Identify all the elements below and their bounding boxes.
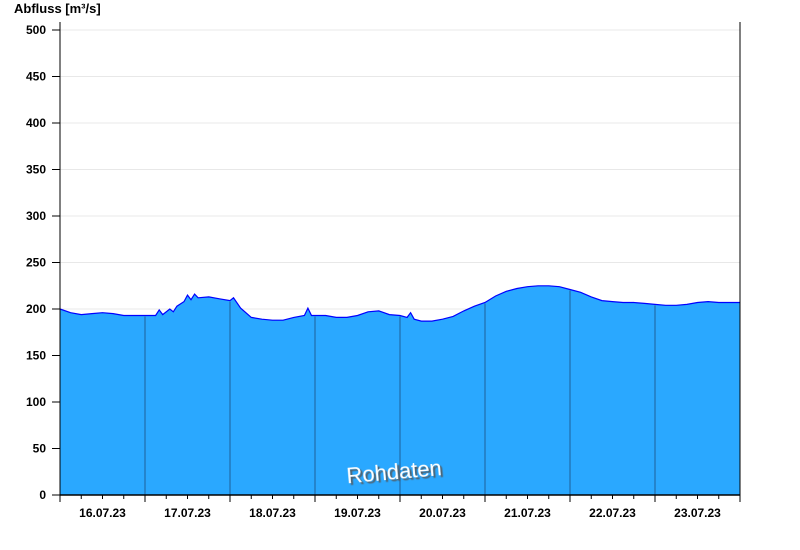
x-tick-label: 22.07.23: [589, 506, 636, 520]
x-tick-label: 23.07.23: [674, 506, 721, 520]
y-tick-label: 50: [33, 442, 47, 456]
x-tick-label: 19.07.23: [334, 506, 381, 520]
discharge-line: [59, 285, 740, 322]
y-tick-label: 500: [26, 23, 46, 37]
x-tick-label: 16.07.23: [79, 506, 126, 520]
axes: 0 50 100 150 200 250 300 350 400 450 500 16.07.23 17…: [26, 22, 741, 520]
x-tick-label: 18.07.23: [249, 506, 296, 520]
y-tick-label: 300: [26, 209, 46, 223]
x-tick-label: 17.07.23: [164, 506, 211, 520]
y-tick-label: 150: [26, 349, 46, 363]
y-tick-label: 0: [39, 488, 46, 502]
y-tick-label: 200: [26, 302, 46, 316]
x-tick-label: 21.07.23: [504, 506, 551, 520]
y-tick-label: 100: [26, 395, 46, 409]
x-tick-label: 20.07.23: [419, 506, 466, 520]
y-tick-label: 450: [26, 70, 46, 84]
y-axis-title: Abfluss [m³/s]: [14, 1, 101, 16]
plot-area: [59, 285, 740, 495]
y-tick-label: 350: [26, 163, 46, 177]
y-tick-label: 400: [26, 116, 46, 130]
y-tick-label: 250: [26, 256, 46, 270]
